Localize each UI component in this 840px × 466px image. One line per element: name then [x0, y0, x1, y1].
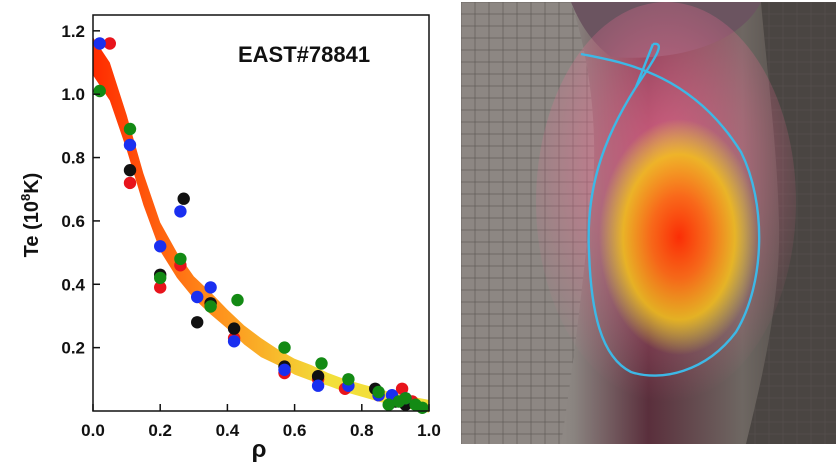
data-point: [204, 300, 217, 313]
data-point: [278, 341, 291, 354]
x-tick-label: 0.0: [81, 421, 105, 440]
temperature-overlay: [599, 119, 759, 355]
x-axis: 0.0 0.2 0.4 0.6 0.8 1.0: [81, 404, 441, 440]
data-point: [93, 37, 106, 50]
y-axis-title-main: Te (10: [21, 201, 43, 257]
x-tick-label: 0.8: [350, 421, 374, 440]
data-point: [103, 37, 117, 50]
data-point: [395, 382, 409, 395]
separatrix-leg: [634, 43, 655, 88]
data-point: [123, 164, 137, 177]
data-point: [191, 290, 204, 304]
y-axis-title-sup: 8: [18, 194, 33, 201]
data-points: [93, 37, 429, 414]
y-tick-label: 0.2: [61, 339, 85, 358]
data-point: [174, 205, 187, 218]
data-point: [315, 357, 328, 370]
plot-frame: [92, 14, 430, 412]
te-profile-chart: 0.0 0.2 0.4 0.6 0.8 1.0 0.2 0.4 0.6 0.8 1.0 1.2 EA…: [18, 14, 441, 463]
y-axis-title: Te (108K): [18, 173, 43, 258]
data-point: [191, 316, 204, 329]
y-tick-label: 0.8: [61, 149, 85, 168]
y-tick-label: 1.2: [61, 22, 85, 41]
data-point: [416, 401, 429, 414]
data-point: [372, 385, 385, 399]
data-point: [174, 252, 187, 266]
chart-annotation: EAST#78841: [238, 42, 370, 67]
data-point: [311, 370, 325, 383]
x-tick-label: 0.6: [283, 421, 307, 440]
data-point: [231, 293, 244, 307]
plasma-boundary-contour: [580, 42, 761, 377]
data-point: [123, 122, 137, 136]
fit-band: [93, 37, 429, 413]
data-point: [154, 271, 167, 285]
data-point: [278, 363, 291, 376]
data-point: [123, 176, 137, 190]
data-point: [382, 398, 395, 411]
data-point: [342, 373, 355, 386]
data-point: [227, 335, 241, 348]
x-tick-label: 0.4: [216, 421, 240, 440]
tokamak-vessel-photo: [461, 2, 836, 444]
fit-band-area: [93, 37, 429, 413]
y-tick-label: 0.4: [61, 275, 85, 294]
data-point: [204, 281, 217, 294]
data-point: [154, 240, 167, 253]
data-point: [399, 392, 412, 405]
y-axis: 0.2 0.4 0.6 0.8 1.0 1.2: [61, 22, 100, 358]
y-tick-label: 0.6: [61, 212, 85, 231]
y-axis-title-tail: K): [21, 173, 43, 194]
data-point: [154, 281, 167, 294]
data-point: [227, 322, 241, 335]
data-point: [123, 138, 137, 152]
data-point: [311, 379, 325, 392]
data-point: [93, 84, 106, 98]
data-point: [177, 192, 190, 205]
x-tick-label: 0.2: [148, 421, 172, 440]
x-axis-title: ρ: [252, 436, 267, 463]
x-tick-label: 1.0: [417, 421, 441, 440]
y-tick-label: 1.0: [61, 85, 85, 104]
